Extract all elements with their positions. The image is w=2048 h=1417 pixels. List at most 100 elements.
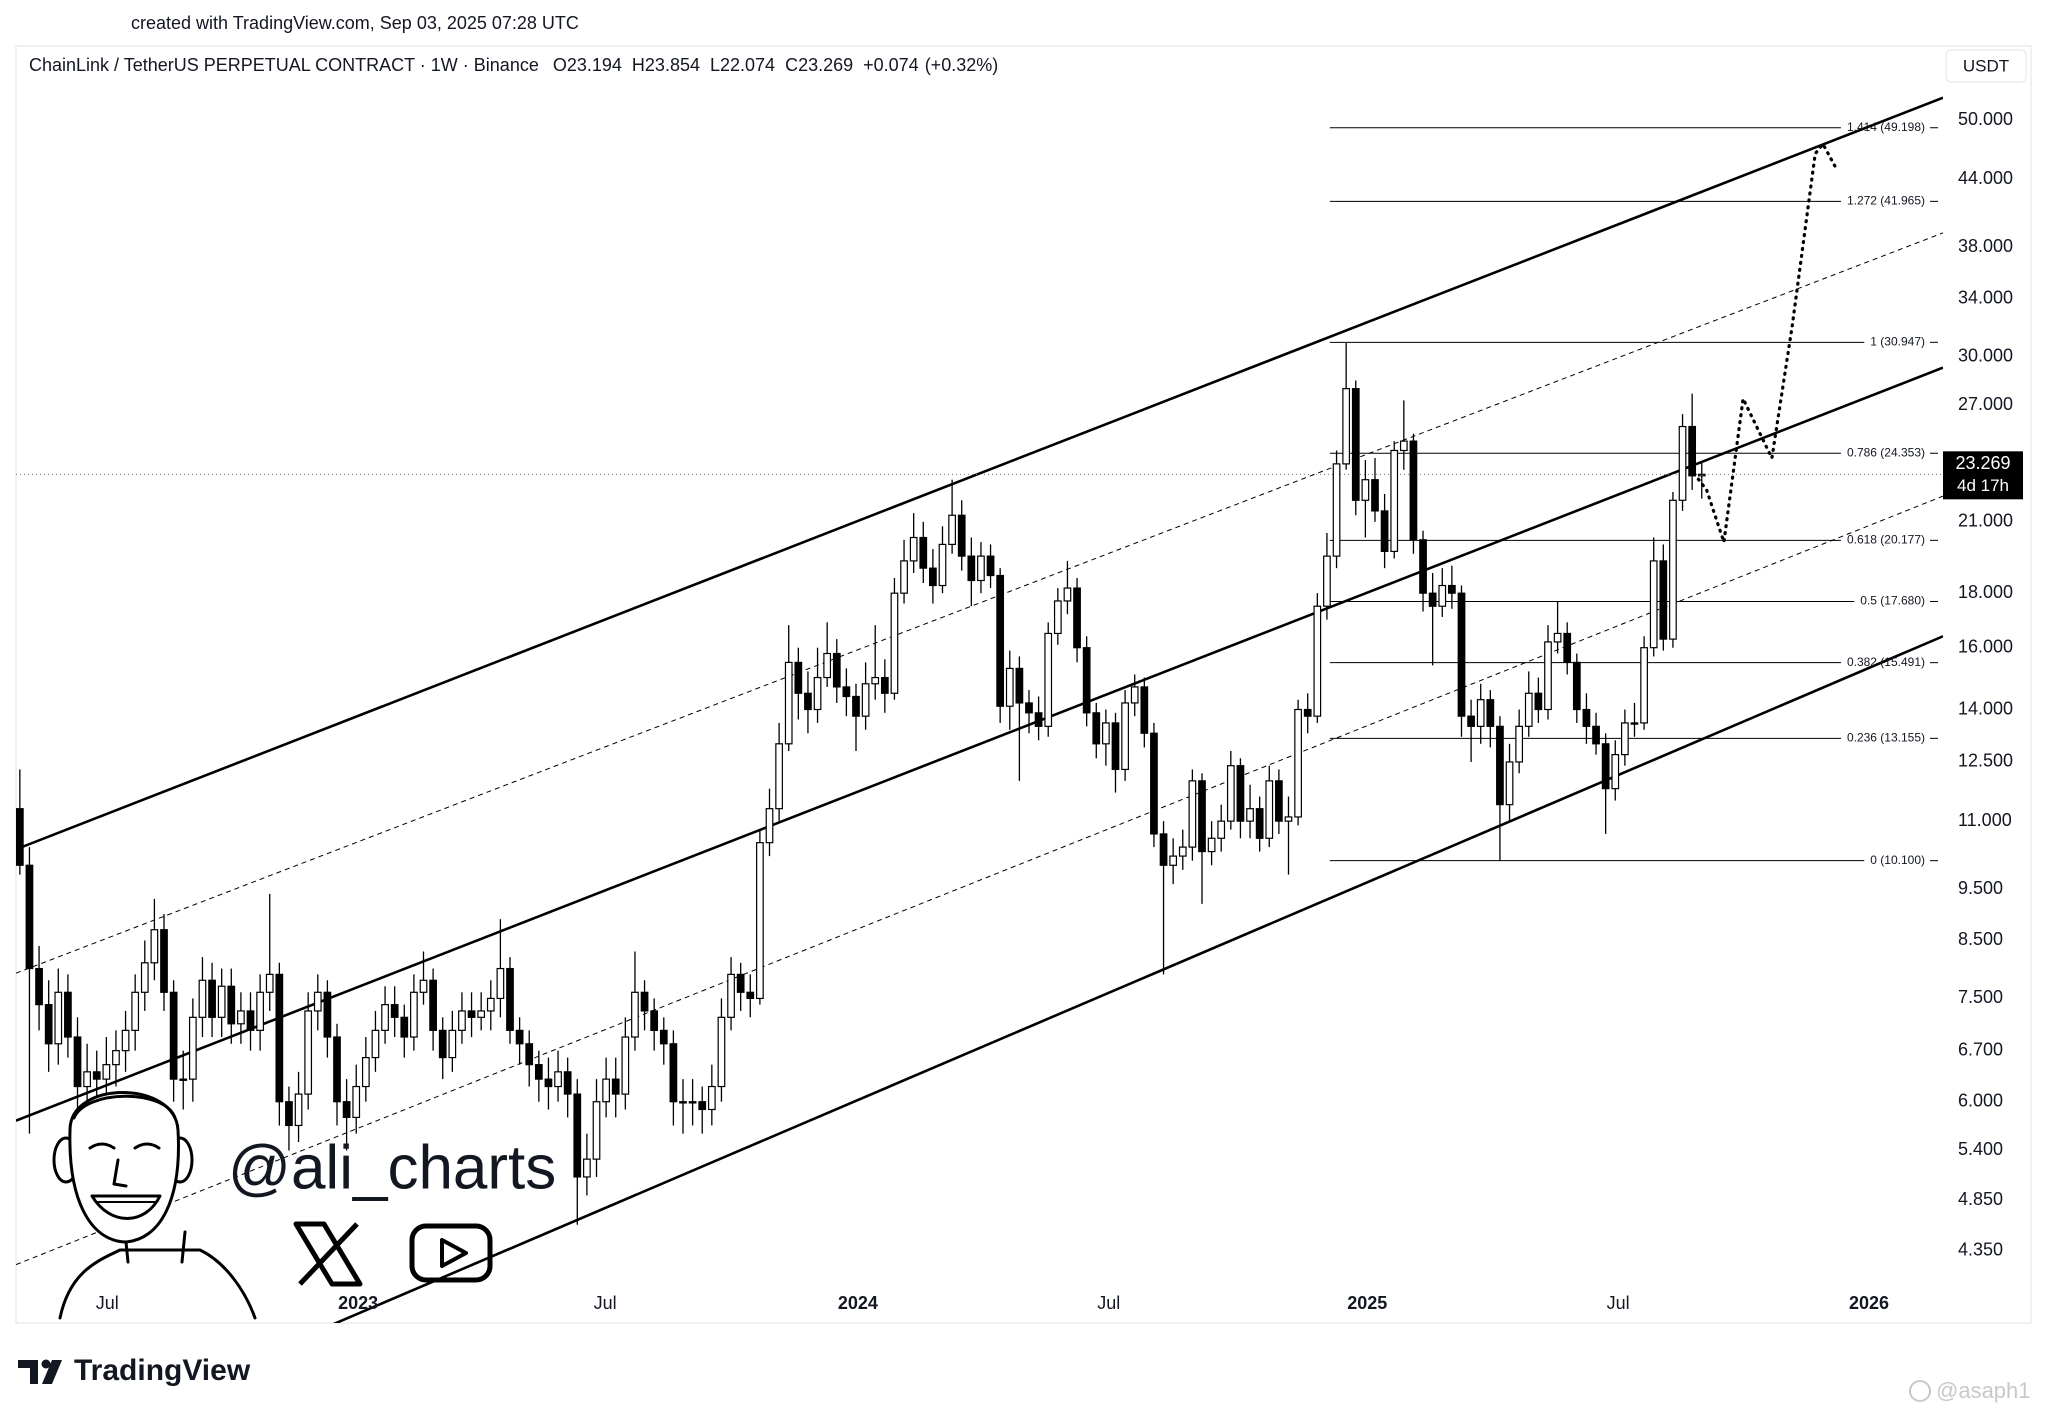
candle-body (1534, 692, 1543, 711)
candle-body (1351, 388, 1360, 501)
candle-body (1371, 479, 1379, 512)
currency: USDT (1963, 56, 2009, 75)
logo-part (18, 1360, 38, 1384)
candle-body (419, 979, 428, 993)
candle-body (707, 1085, 716, 1111)
candle-body (1438, 584, 1447, 607)
candle-body (361, 1057, 370, 1088)
ohlc-value: 23.269 (798, 55, 853, 75)
ohlc-key: C (785, 55, 798, 75)
candle-body (1073, 587, 1081, 649)
candle-body (1630, 722, 1639, 725)
candle-body (1486, 699, 1495, 727)
x-tick-label: Jul (1607, 1293, 1630, 1313)
candle-body (1361, 479, 1370, 501)
candle-body (246, 1010, 255, 1031)
candle-body (496, 967, 505, 1000)
candle-body (1563, 632, 1572, 663)
candle-body (112, 1050, 120, 1066)
candle-body (1025, 702, 1033, 714)
corner-icon (1909, 1380, 1931, 1402)
candle-body (217, 985, 226, 1018)
candle-body (1169, 855, 1178, 866)
candle-body (525, 1043, 534, 1066)
candle-body (1678, 425, 1687, 501)
candle-body (563, 1071, 572, 1095)
ohlc-key: O (553, 55, 567, 75)
candle-body (967, 555, 976, 582)
candle-body (467, 1010, 476, 1018)
candle-body (544, 1078, 553, 1088)
candle-body (1053, 600, 1062, 635)
candle-body (1130, 686, 1139, 704)
symbol-line: ChainLink / TetherUS PERPETUAL CONTRACT … (29, 55, 998, 75)
candle-body (746, 991, 755, 1000)
candle-body (717, 1016, 726, 1088)
candle-body (919, 536, 928, 569)
candle-body (592, 1101, 601, 1160)
fib-label: 0.382 (15.491) (1847, 655, 1925, 669)
candle-body (957, 514, 966, 557)
x-icon (293, 1221, 363, 1287)
candle-body (458, 1010, 466, 1031)
candle-body (900, 560, 908, 594)
candle-body (611, 1078, 620, 1095)
candle-body (659, 1029, 668, 1045)
change-pct: (+0.32%) (925, 55, 999, 75)
y-tick-label: 38.000 (1958, 236, 2013, 256)
candle-body (948, 514, 956, 546)
y-tick-label: 9.500 (1958, 878, 2003, 898)
candle-body (54, 991, 63, 1045)
candle-body (1150, 732, 1158, 835)
candle-body (102, 1064, 111, 1080)
candle-body (140, 962, 149, 993)
candle-body (1015, 667, 1024, 704)
logo-part (41, 1359, 51, 1369)
candle-body (1601, 743, 1610, 790)
fib-label: 1.414 (49.198) (1847, 120, 1925, 134)
channel-line (332, 635, 1943, 1323)
candle-body (429, 979, 437, 1031)
y-tick-label: 34.000 (1958, 288, 2013, 308)
candle-body (410, 991, 418, 1038)
candle-body (1342, 388, 1351, 465)
candle-body (448, 1029, 457, 1059)
candle-body (1390, 449, 1399, 553)
candle-body (727, 973, 735, 1018)
y-tick-label: 4.850 (1958, 1189, 2003, 1209)
candle-body (1505, 761, 1514, 806)
candle-body (631, 991, 639, 1038)
candle-body (871, 676, 880, 685)
candle-body (977, 555, 985, 582)
candle-body (573, 1093, 582, 1178)
y-tick-label: 6.000 (1958, 1090, 2003, 1110)
youtube-play (440, 1238, 468, 1268)
candle-body (381, 1004, 389, 1031)
brand-name: TradingView (74, 1354, 251, 1387)
y-tick-label: 7.500 (1958, 987, 2003, 1007)
candle-body (938, 543, 947, 587)
candle-body (1178, 846, 1187, 857)
candle-body (640, 991, 649, 1012)
candle-body (1265, 780, 1274, 839)
candle-body (794, 661, 803, 694)
avatar-eyes (88, 1142, 161, 1150)
candle-body (506, 967, 514, 1031)
candle-body (890, 592, 899, 694)
candle-body (1496, 725, 1504, 806)
candle-body (131, 991, 140, 1031)
fib-label: 0.5 (17.680) (1860, 594, 1925, 608)
candle-body (256, 991, 264, 1031)
candle-body (669, 1043, 678, 1103)
y-tick-label: 16.000 (1958, 636, 2013, 656)
price-axis: 50.00044.00038.00034.00030.00027.00024.0… (1943, 109, 2023, 1259)
candle-body (83, 1071, 91, 1088)
candle-body (1246, 808, 1254, 822)
candle-body (688, 1101, 697, 1104)
channel-line (16, 495, 1943, 1266)
candle-body (1640, 647, 1648, 724)
candle-body (880, 676, 889, 694)
candle-body (169, 991, 178, 1080)
logo-part (42, 1360, 62, 1384)
